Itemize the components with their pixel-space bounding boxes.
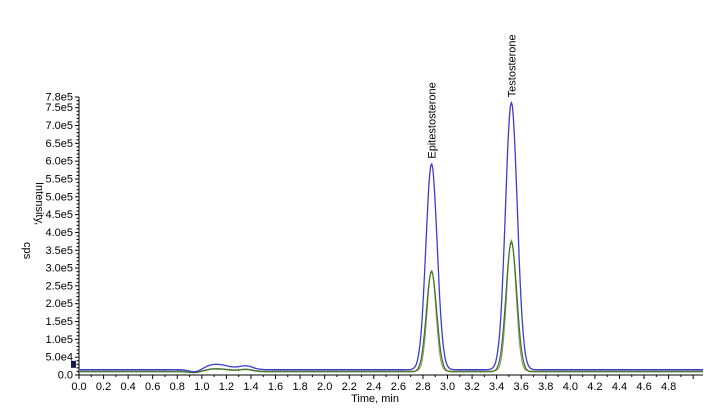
y-tick-label: 5.5e5 (45, 173, 73, 185)
y-tick-label: 1.0e5 (45, 334, 73, 346)
x-tick-label: 2.8 (415, 381, 430, 393)
x-tick-label: 1.0 (194, 381, 209, 393)
y-tick-label: 4.5e5 (45, 209, 73, 221)
x-tick-label: 4.6 (636, 381, 651, 393)
x-tick-label: 1.6 (268, 381, 283, 393)
y-tick-label: 5.0e4 (45, 352, 73, 364)
x-tick-label: 2.0 (317, 381, 332, 393)
x-tick-label: 3.2 (464, 381, 479, 393)
trace-gray (79, 239, 703, 373)
y-tick-label: 4.0e5 (45, 227, 73, 239)
y-tick-label: 1.5e5 (45, 316, 73, 328)
x-tick-label: 1.2 (219, 381, 234, 393)
y-tick-label: 7.8e5 (45, 92, 73, 104)
x-axis-title: Time, min (351, 393, 399, 405)
peak-label-testosterone: Testosterone (506, 34, 518, 97)
x-tick-label: 4.2 (587, 381, 602, 393)
x-tick-label: 0.8 (170, 381, 185, 393)
x-tick-label: 2.6 (391, 381, 406, 393)
x-tick-label: 3.4 (489, 381, 504, 393)
x-tick-label: 1.4 (243, 381, 258, 393)
x-tick-label: 3.6 (514, 381, 529, 393)
y-axis-title: Intensity,cps (21, 182, 45, 260)
trace-blue (79, 101, 703, 373)
x-tick-label: 4.4 (612, 381, 627, 393)
x-tick-label: 0.6 (145, 381, 160, 393)
y-tick-label: 3.0e5 (45, 263, 73, 275)
y-tick-label: 2.5e5 (45, 280, 73, 292)
x-tick-label: 4.0 (563, 381, 578, 393)
y-tick-label: 6.5e5 (45, 138, 73, 150)
x-tick-label: 1.8 (292, 381, 307, 393)
trace-green (79, 241, 703, 374)
peak-label-epitestosterone: Epitestosterone (427, 82, 439, 158)
y-tick-label: 7.5e5 (45, 102, 73, 114)
x-tick-label: 2.2 (342, 381, 357, 393)
y-tick-label: 5.0e5 (45, 191, 73, 203)
y-tick-label: 7.0e5 (45, 120, 73, 132)
y-tick-label: 6.0e5 (45, 156, 73, 168)
origin-marker (70, 360, 76, 368)
x-tick-label: 0.4 (120, 381, 135, 393)
x-tick-label: 2.4 (366, 381, 381, 393)
x-tick-label: 4.8 (661, 381, 676, 393)
y-tick-label: 0.0 (58, 370, 73, 382)
x-tick-label: 3.8 (538, 381, 553, 393)
y-tick-label: 3.5e5 (45, 245, 73, 257)
x-tick-label: 0.2 (96, 381, 111, 393)
x-tick-label: 0.0 (71, 381, 86, 393)
y-tick-label: 2.0e5 (45, 298, 73, 310)
x-tick-label: 3.0 (440, 381, 455, 393)
